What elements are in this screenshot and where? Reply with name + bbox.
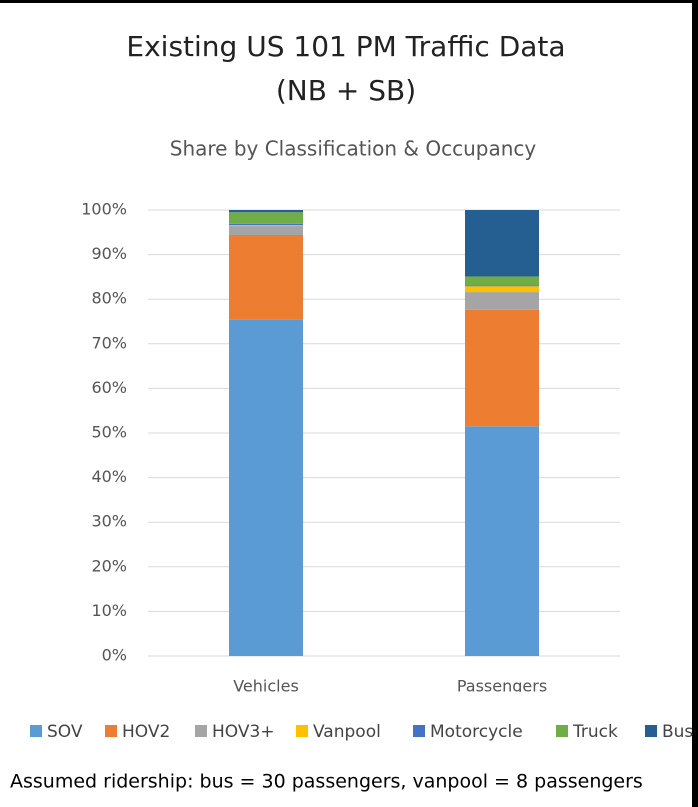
- legend-swatch: [413, 725, 425, 737]
- panel: [0, 3, 692, 807]
- bar-segment: [465, 285, 539, 287]
- legend-label: Truck: [572, 722, 618, 742]
- bar-segment: [229, 210, 303, 213]
- legend-label: Vanpool: [313, 722, 381, 742]
- legend-label: SOV: [47, 722, 83, 742]
- legend-swatch: [296, 725, 308, 737]
- bar-segment: [229, 226, 303, 235]
- bar-segment: [465, 309, 539, 427]
- y-tick-label: 0%: [102, 646, 127, 665]
- legend-label: HOV3+: [212, 722, 275, 742]
- y-tick-label: 100%: [81, 200, 127, 219]
- bar-segment: [229, 225, 303, 227]
- y-tick-label: 10%: [91, 601, 127, 620]
- bar-segment: [229, 234, 303, 320]
- x-tick-label: Vehicles: [233, 677, 299, 696]
- annotation: Assumed ridership: bus = 30 passengers, …: [10, 771, 643, 793]
- y-tick-label: 30%: [91, 512, 127, 531]
- bar-segment: [465, 292, 539, 310]
- legend-swatch: [645, 725, 657, 737]
- y-tick-label: 20%: [91, 556, 127, 575]
- legend-label: HOV2: [122, 722, 170, 742]
- x-tick-label: Passengers: [457, 677, 547, 696]
- legend-swatch: [30, 725, 42, 737]
- bar-segment: [229, 319, 303, 656]
- y-tick-label: 60%: [91, 378, 127, 397]
- legend-swatch: [105, 725, 117, 737]
- y-tick-label: 40%: [91, 467, 127, 486]
- bar-segment: [465, 210, 539, 277]
- bar-segment: [229, 212, 303, 224]
- legend-swatch: [556, 725, 568, 737]
- y-tick-label: 50%: [91, 423, 127, 442]
- legend-swatch: [195, 725, 207, 737]
- bar-segment: [465, 276, 539, 286]
- legend-label: Motorcycle: [430, 722, 523, 742]
- chart-title: (NB + SB): [276, 74, 416, 107]
- bar-segment: [465, 286, 539, 293]
- bar-segment: [465, 426, 539, 656]
- y-tick-label: 80%: [91, 289, 127, 308]
- legend-label: Bus: [662, 722, 693, 742]
- y-tick-label: 70%: [91, 333, 127, 352]
- chart-title: Existing US 101 PM Traffic Data: [126, 30, 565, 63]
- chart-subtitle: Share by Classification & Occupancy: [170, 137, 537, 161]
- y-tick-label: 90%: [91, 244, 127, 263]
- bar-segment: [229, 223, 303, 226]
